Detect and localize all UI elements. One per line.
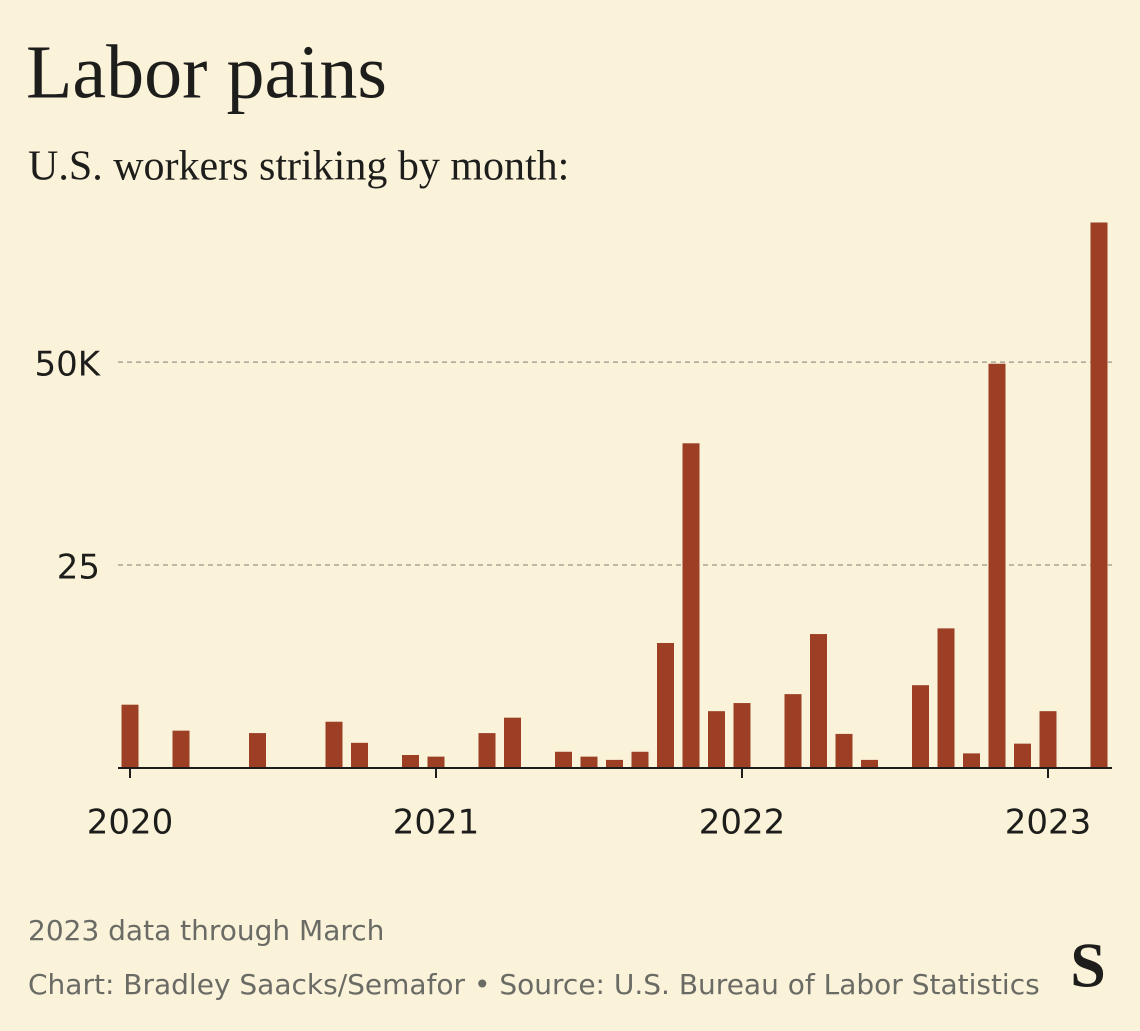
- bar: [733, 703, 751, 768]
- logo: S: [1070, 930, 1106, 1001]
- chart-title: Labor pains: [26, 30, 387, 114]
- chart-subtitle: U.S. workers striking by month:: [28, 144, 569, 190]
- bar: [249, 733, 266, 768]
- y-tick-label: 25: [57, 548, 100, 588]
- bar: [121, 704, 139, 768]
- bar: [1090, 222, 1108, 768]
- bar: [325, 721, 343, 768]
- bar: [631, 751, 649, 768]
- x-tick-label: 2022: [699, 803, 786, 843]
- y-tick-label: 50K: [34, 345, 101, 385]
- bar: [580, 756, 598, 768]
- bar: [351, 742, 368, 768]
- bar: [963, 753, 980, 768]
- bar: [657, 642, 674, 768]
- source: Chart: Bradley Saacks/Semafor • Source: …: [28, 968, 1040, 1001]
- bar: [810, 634, 827, 768]
- x-tick-label: 2021: [393, 803, 480, 843]
- bar: [427, 756, 445, 768]
- bar: [478, 733, 496, 768]
- bar: [172, 730, 190, 768]
- bar: [784, 694, 802, 768]
- bar: [1014, 743, 1031, 768]
- x-tick-label: 2023: [1005, 803, 1092, 843]
- bar: [555, 751, 572, 768]
- note: 2023 data through March: [28, 914, 384, 947]
- bar: [988, 363, 1006, 768]
- bar: [504, 717, 521, 768]
- bar: [1039, 711, 1057, 768]
- bar: [708, 711, 725, 768]
- bar: [835, 733, 853, 768]
- bar: [912, 685, 929, 768]
- bar: [606, 759, 623, 768]
- bar: [861, 759, 878, 768]
- bar: [402, 755, 419, 768]
- x-tick-label: 2020: [87, 803, 174, 843]
- bar: [682, 443, 700, 768]
- bar: [937, 628, 955, 768]
